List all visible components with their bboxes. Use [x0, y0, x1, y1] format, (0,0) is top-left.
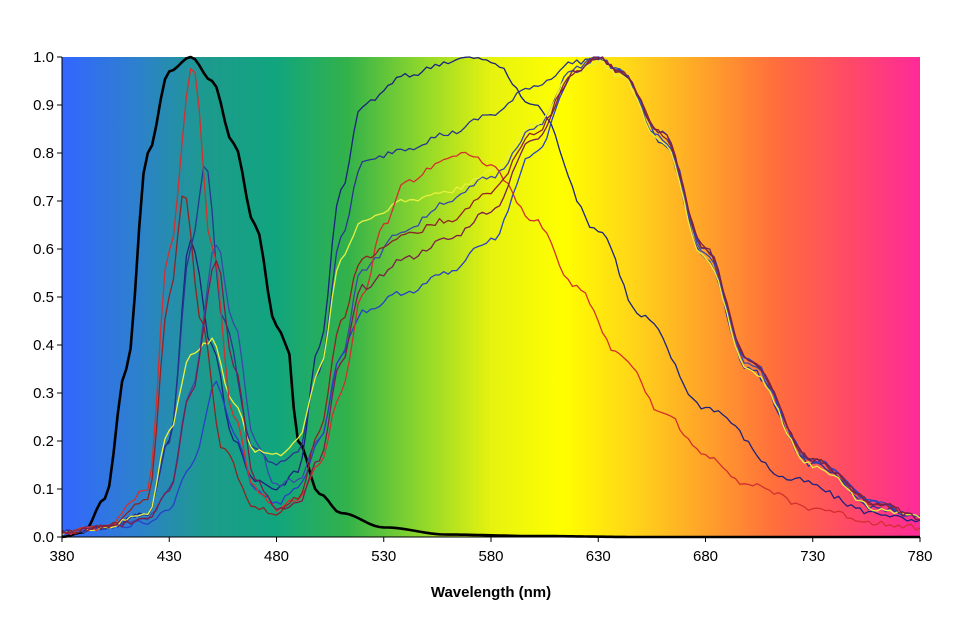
y-tick-label: 0.7 — [33, 193, 54, 210]
y-tick-label: 0.2 — [33, 433, 54, 450]
series-line-7 — [61, 67, 921, 536]
x-tick-label: 730 — [800, 548, 825, 565]
series-line-3 — [61, 56, 921, 534]
series-line-9 — [61, 56, 921, 535]
x-tick-label: 530 — [371, 548, 396, 565]
y-tick-label: 0.4 — [33, 337, 54, 354]
y-tick-label: 0.0 — [33, 529, 54, 546]
series-line-5 — [61, 56, 921, 535]
y-tick-label: 0.5 — [33, 289, 54, 306]
y-tick-label: 0.9 — [33, 97, 54, 114]
labels-layer: 380 430 480 530 580 630 680 730 780 0.0 0.1 0.2 0.3 0… — [33, 49, 932, 565]
x-tick-label: 780 — [907, 548, 932, 565]
x-tick-label: 380 — [49, 548, 74, 565]
axes-layer — [57, 56, 921, 542]
x-tick-label: 480 — [264, 548, 289, 565]
y-tick-label: 0.3 — [33, 385, 54, 402]
x-tick-label: 630 — [586, 548, 611, 565]
plot-background — [62, 57, 920, 537]
y-tick-label: 0.8 — [33, 145, 54, 162]
x-tick-label: 430 — [157, 548, 182, 565]
y-tick-label: 0.1 — [33, 481, 54, 498]
x-tick-label: 580 — [478, 548, 503, 565]
y-tick-label: 0.6 — [33, 241, 54, 258]
series-line-6 — [61, 60, 921, 536]
y-tick-label: 1.0 — [33, 49, 54, 66]
x-tick-label: 680 — [693, 548, 718, 565]
x-axis-title: Wavelength (nm) — [431, 584, 551, 601]
